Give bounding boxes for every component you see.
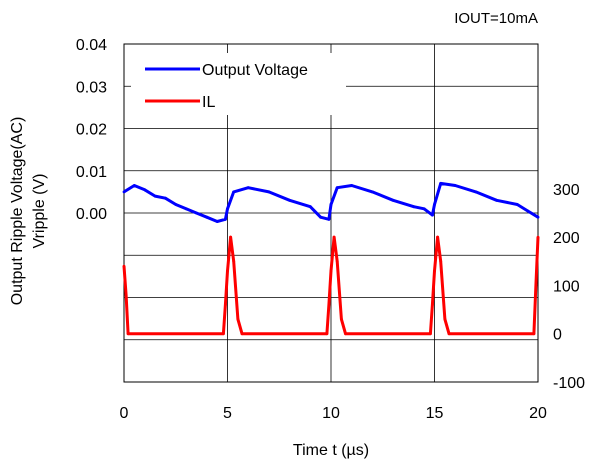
data-point [122,264,126,268]
data-point [222,332,225,336]
data-point [433,203,436,206]
data-point [226,207,229,211]
data-point [433,269,436,273]
data-point [226,269,229,273]
data-point [174,203,178,206]
data-point [184,207,188,211]
x-axis-ticks: 0 5 10 15 20 [120,405,547,422]
legend-box [131,53,346,115]
data-point [536,215,540,219]
data-point [532,332,536,336]
y-right-tick-label: 100 [553,278,580,295]
data-point [132,184,136,187]
data-point [344,332,347,336]
x-tick-label: 20 [529,405,547,422]
series-output-voltage [122,181,540,223]
data-point [308,205,312,209]
y-axis-label-line1: Output Ripple Voltage(AC) [9,117,26,306]
data-point [325,332,329,336]
data-point [453,184,457,187]
data-point [240,332,244,336]
data-point [327,217,331,221]
data-point [340,317,343,321]
data-point [164,196,167,200]
data-point [391,198,395,202]
data-point [224,217,227,221]
data-point [329,269,333,273]
y-right-tick-label: 200 [553,230,580,247]
data-point [195,211,198,215]
x-tick-label: 10 [322,405,340,422]
data-point [350,184,354,187]
data-point [536,235,540,239]
data-point [534,284,538,287]
plot-border [123,43,539,383]
plot-frame [123,43,539,383]
data-point [439,182,443,185]
data-point [122,190,126,194]
data-point [371,190,374,194]
y-right-tick-label: 300 [553,182,580,199]
series-il [122,235,540,336]
data-point [495,198,498,202]
data-point [246,186,250,190]
data-point [422,207,426,211]
data-point [335,259,339,263]
left-axis-ticks: 0.04 0.03 0.02 0.01 0.00 [76,37,107,223]
data-point [431,303,434,307]
y-left-tick-label: 0.04 [76,37,107,54]
data-point [205,215,209,219]
data-point [327,303,331,307]
data-point [412,205,416,209]
data-point [229,235,233,239]
legend: Output Voltage IL [131,53,346,115]
data-point [332,235,336,239]
y-right-tick-label: -100 [553,375,585,392]
data-point [224,303,227,307]
data-point [288,198,291,202]
data-point [526,209,529,213]
data-point [124,293,128,297]
x-tick-label: 0 [120,405,129,422]
data-point [267,190,271,194]
data-point [232,259,236,263]
y-right-tick-label: 0 [553,327,562,344]
x-tick-label: 15 [426,405,444,422]
data-point [515,203,519,206]
x-tick-label: 5 [223,405,232,422]
y-left-tick-label: 0.00 [76,206,107,223]
data-point [232,190,236,194]
data-point [329,203,333,206]
data-point [143,188,147,192]
data-point [429,332,432,336]
y-left-tick-label: 0.03 [76,79,107,96]
legend-label: Output Voltage [202,62,308,79]
data-point [236,317,240,321]
data-point [436,235,439,239]
data-point [335,186,339,190]
data-point [215,220,219,223]
right-axis-ticks: 300 200 100 0 -100 [553,182,585,392]
data-point [439,259,443,263]
y-left-tick-label: 0.01 [76,164,107,181]
y-left-tick-label: 0.02 [76,122,107,139]
data-point [431,213,434,217]
x-axis-label: Time t (µs) [293,442,369,459]
y-axis-label-line2: Vripple (V) [31,174,48,249]
annotation: IOUT=10mA [454,10,538,27]
data-point [443,317,447,321]
data-point [126,332,130,336]
series-layer [122,181,540,336]
data-point [474,190,478,194]
data-point [447,332,451,336]
data-point [319,215,322,219]
data-point [153,194,157,198]
legend-label: IL [202,94,215,111]
